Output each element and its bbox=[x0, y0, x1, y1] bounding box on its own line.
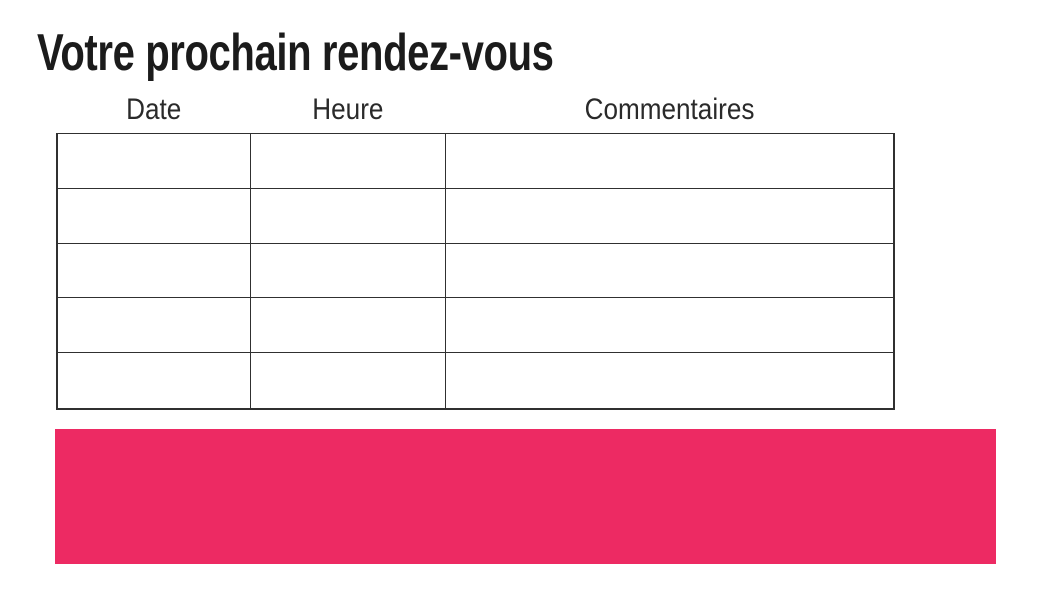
table-cell bbox=[251, 134, 446, 189]
table-cell bbox=[251, 188, 446, 244]
table-cell bbox=[446, 243, 893, 299]
table-cell bbox=[251, 243, 446, 299]
table-cell bbox=[446, 188, 893, 244]
page-title: Votre prochain rendez-vous bbox=[37, 24, 554, 82]
table-cell bbox=[251, 353, 446, 408]
appointment-table bbox=[56, 133, 895, 410]
table-header-row: Date Heure Commentaires bbox=[57, 92, 894, 128]
table-cell bbox=[251, 298, 446, 354]
column-header-date-label: Date bbox=[125, 93, 182, 126]
table-cell bbox=[446, 353, 893, 408]
column-header-heure-label: Heure bbox=[311, 93, 384, 126]
column-header-date: Date bbox=[57, 92, 250, 128]
table-cell bbox=[58, 188, 251, 244]
table-cell bbox=[58, 353, 251, 408]
column-header-commentaires: Commentaires bbox=[445, 92, 894, 128]
highlight-block bbox=[55, 429, 996, 564]
table-cell bbox=[58, 243, 251, 299]
column-header-commentaires-label: Commentaires bbox=[584, 93, 755, 126]
table-cell bbox=[446, 134, 893, 189]
table-cell bbox=[58, 134, 251, 189]
table-cell bbox=[58, 298, 251, 354]
table-cell bbox=[446, 298, 893, 354]
column-header-heure: Heure bbox=[250, 92, 445, 128]
